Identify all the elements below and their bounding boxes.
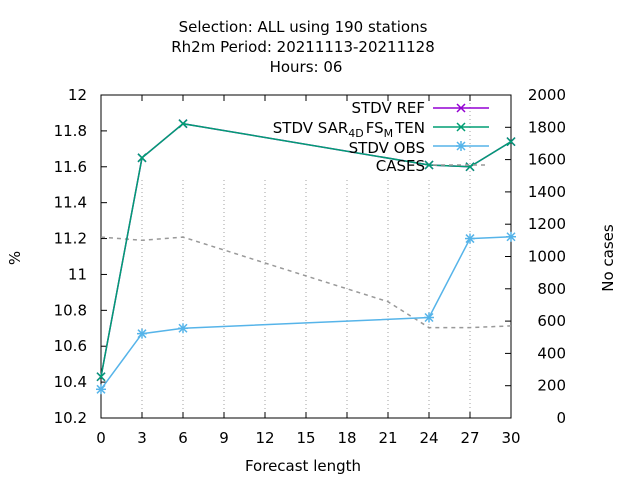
series-stdv-sar-point xyxy=(137,153,147,163)
x-tick-label: 24 xyxy=(419,429,438,447)
series-stdv-obs-point xyxy=(96,384,106,395)
x-tick-label: 30 xyxy=(501,429,520,447)
legend-sar-base: STDV SAR xyxy=(273,119,348,137)
series-cases-line xyxy=(100,236,512,329)
series-stdv-sar-point-stroke xyxy=(96,372,106,382)
title-line-2: Rh2m Period: 20211113-20211128 xyxy=(171,38,435,56)
y-tick-label: 10.4 xyxy=(54,373,87,391)
legend-label-cases: CASES xyxy=(376,157,425,175)
chart-title: Selection: ALL using 190 stations Rh2m P… xyxy=(171,18,435,76)
series-stdv-sar-point xyxy=(506,137,516,147)
series-stdv-obs-point xyxy=(506,231,516,242)
x-axis-label: Forecast length xyxy=(245,457,361,475)
y2-tick-label: 2000 xyxy=(528,86,566,104)
y-tick-label: 11.4 xyxy=(54,194,87,212)
series-stdv-sar-point-stroke xyxy=(465,162,475,172)
legend-sar-sub1: 4 xyxy=(348,127,355,140)
x-tick-label: 0 xyxy=(96,429,106,447)
x-tick-label: 15 xyxy=(296,429,315,447)
y2-tick-label: 200 xyxy=(537,377,566,395)
y-tick-label: 11.2 xyxy=(54,230,87,248)
y2-tick-label: 1600 xyxy=(528,151,566,169)
y-tick-label: 11 xyxy=(68,265,87,283)
title-line-1: Selection: ALL using 190 stations xyxy=(179,18,428,36)
y2-tick-label: 1800 xyxy=(528,118,566,136)
series-stdv-sar-legend-marker xyxy=(456,122,466,132)
title-line-3: Hours: 06 xyxy=(270,58,343,76)
x-tick-label: 18 xyxy=(337,429,356,447)
series-stdv-sar-legend-marker-stroke xyxy=(456,122,466,132)
x-axis: 0 3 6 9 12 15 18 21 24 27 30 xyxy=(96,95,521,447)
y2-tick-label: 0 xyxy=(556,409,566,427)
x-tick-label: 3 xyxy=(137,429,147,447)
y2-tick-label: 400 xyxy=(537,344,566,362)
y-axis-label: % xyxy=(6,251,24,265)
legend-sar-tail: TEN xyxy=(394,119,425,137)
series-stdv-obs-point xyxy=(178,323,188,334)
y2-axis: 0 200 400 600 800 1000 1200 1400 1600 1800 2000 xyxy=(505,86,566,427)
x-tick-label: 21 xyxy=(378,429,397,447)
legend-sar-mid: D xyxy=(355,127,363,140)
y-tick-label: 11.8 xyxy=(54,122,87,140)
series-stdv-obs-line xyxy=(100,236,512,390)
y-axis: 10.2 10.4 10.6 10.8 11 11.2 11.4 11.6 11.8 12 xyxy=(54,86,107,427)
legend: STDV REF STDV SAR4D FSM TEN STDV OBS CASES xyxy=(273,99,489,175)
y2-tick-label: 1200 xyxy=(528,215,566,233)
y-tick-label: 11.6 xyxy=(54,158,87,176)
y2-tick-label: 1000 xyxy=(528,248,566,266)
legend-sar-sub2: FS xyxy=(366,119,384,137)
series-group xyxy=(96,119,516,395)
series-stdv-ref-legend-marker-stroke xyxy=(456,103,466,113)
series-stdv-sar-point-stroke xyxy=(506,137,516,147)
series-stdv-sar-point-stroke xyxy=(137,153,147,163)
series-stdv-sar-point xyxy=(96,372,106,382)
y2-tick-label: 600 xyxy=(537,312,566,330)
series-stdv-sar-line xyxy=(100,122,512,377)
legend-label-stdv-obs: STDV OBS xyxy=(349,139,425,157)
y-tick-label: 10.8 xyxy=(54,301,87,319)
y2-tick-label: 800 xyxy=(537,280,566,298)
series-stdv-ref-line xyxy=(100,122,512,377)
series-stdv-sar-point-stroke xyxy=(178,119,188,129)
x-tick-label: 6 xyxy=(178,429,188,447)
series-stdv-sar-point xyxy=(465,162,475,172)
x-tick-label: 12 xyxy=(255,429,274,447)
series-stdv-obs-point xyxy=(424,312,434,323)
series-stdv-obs-point xyxy=(465,233,475,244)
legend-label-stdv-sar: STDV SAR4D FSM TEN xyxy=(273,119,425,140)
y-tick-label: 10.2 xyxy=(54,409,87,427)
legend-sar-mid2: M xyxy=(384,127,394,140)
y-tick-label: 12 xyxy=(68,86,87,104)
legend-label-stdv-ref: STDV REF xyxy=(351,99,425,117)
series-stdv-sar-point-stroke xyxy=(424,160,434,170)
x-tick-label: 27 xyxy=(460,429,479,447)
y2-axis-label: No cases xyxy=(599,224,617,292)
series-stdv-ref-legend-marker xyxy=(456,103,466,113)
y2-tick-label: 1400 xyxy=(528,183,566,201)
y-tick-label: 10.6 xyxy=(54,337,87,355)
series-stdv-sar-point xyxy=(178,119,188,129)
x-tick-label: 9 xyxy=(219,429,229,447)
series-stdv-sar-point xyxy=(424,160,434,170)
series-stdv-obs-legend-marker xyxy=(456,141,466,151)
series-stdv-obs-point xyxy=(137,328,147,339)
